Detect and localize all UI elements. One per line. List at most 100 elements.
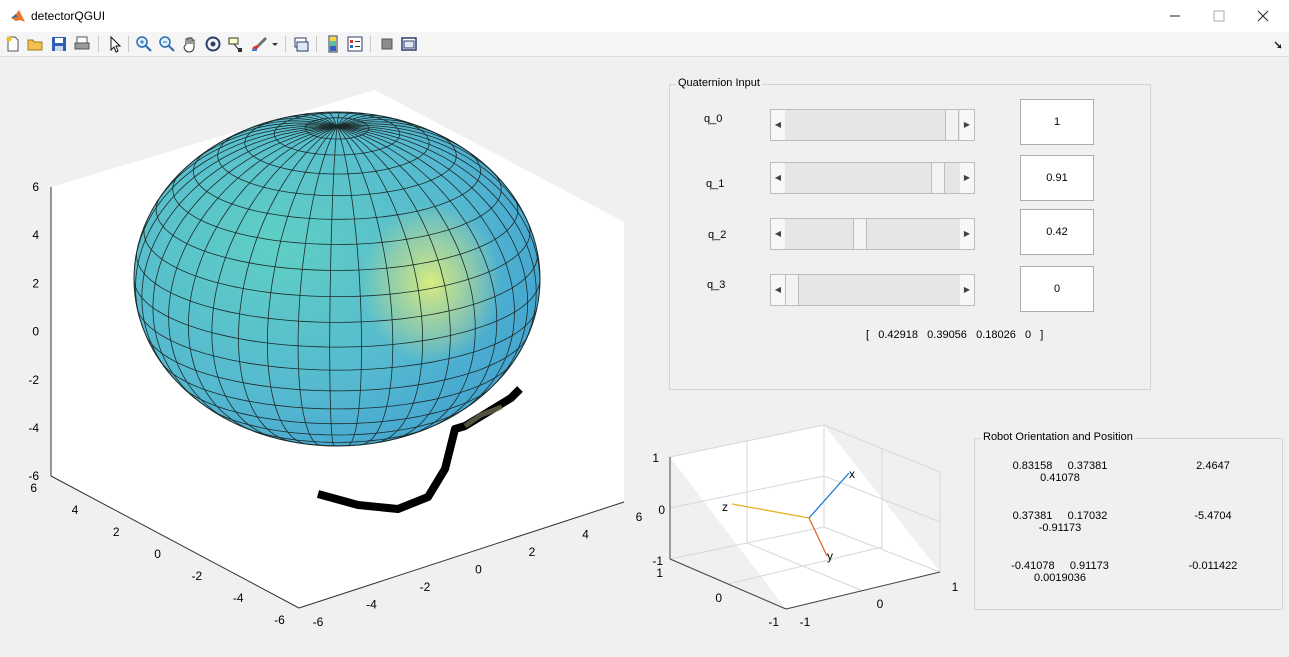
y-tick: 1 xyxy=(656,566,663,580)
rotate-3d-icon[interactable] xyxy=(204,35,222,53)
slider-thumb[interactable] xyxy=(785,275,799,305)
trajectory-path xyxy=(316,386,523,513)
show-plot-tools-icon[interactable] xyxy=(400,35,418,53)
y-tick: 2 xyxy=(113,525,120,539)
position-z: -0.011422 xyxy=(1188,560,1238,572)
slider-thumb[interactable] xyxy=(853,219,867,249)
slider-right-arrow-icon[interactable]: ▶ xyxy=(960,163,974,193)
orientation-axes-plot[interactable]: x y z 1 0 -1 1 0 -1 -1 0 1 xyxy=(643,417,973,655)
sphere-meridian-line xyxy=(237,126,338,443)
normalized-quaternion-text: [ 0.42918 0.39056 0.18026 0 ] xyxy=(866,329,1044,341)
position-y: -5.4704 xyxy=(1194,510,1232,522)
quaternion-input-panel: Quaternion Input xyxy=(669,77,1151,390)
q0-value-field[interactable]: 1 xyxy=(1020,99,1094,145)
figure-canvas: 6 4 2 0 -2 -4 -6 6 4 2 0 -2 -4 -6 -6 -4 -2 0 2 4 6 Quaternio… xyxy=(3,57,1285,655)
figure-toolbar xyxy=(0,32,1289,57)
rotation-row-3-wrap: 0.0019036 xyxy=(1034,572,1086,584)
sphere-meridian-line xyxy=(336,126,394,446)
q1-slider[interactable]: ◀ ▶ xyxy=(770,162,975,194)
save-icon[interactable] xyxy=(50,35,68,53)
slider-left-arrow-icon[interactable]: ◀ xyxy=(771,219,785,249)
q0-slider[interactable]: ◀ ▶ xyxy=(770,109,975,141)
zoom-out-icon[interactable] xyxy=(158,35,176,53)
new-file-icon[interactable] xyxy=(4,35,22,53)
z-tick: -1 xyxy=(652,554,663,568)
sphere-meridian-line xyxy=(336,126,363,446)
sphere-meridian-line xyxy=(336,124,507,187)
z-tick: 0 xyxy=(658,503,665,517)
y-axis-line xyxy=(50,475,300,609)
minimize-icon xyxy=(1170,15,1180,17)
dock-icon[interactable] xyxy=(1272,35,1284,53)
slider-left-arrow-icon[interactable]: ◀ xyxy=(771,110,785,140)
slider-right-arrow-icon[interactable]: ▶ xyxy=(960,219,974,249)
z-tick: -6 xyxy=(28,469,39,483)
z-tick: -4 xyxy=(28,421,39,435)
title-bar: detectorQGUI xyxy=(0,0,1289,33)
q3-slider[interactable]: ◀ ▶ xyxy=(770,274,975,306)
q2-slider[interactable]: ◀ ▶ xyxy=(770,218,975,250)
y-tick: 6 xyxy=(30,481,37,495)
quaternion-panel-title: Quaternion Input xyxy=(676,77,762,89)
y-tick: 4 xyxy=(72,503,79,517)
y-tick: -2 xyxy=(192,569,203,583)
sphere-meridian-line xyxy=(336,126,515,415)
toolbar-separator xyxy=(98,36,99,52)
sphere-meridian-line xyxy=(336,125,532,232)
pointer-icon[interactable] xyxy=(106,35,124,53)
q0-label: q_0 xyxy=(704,113,723,125)
brush-dropdown-icon[interactable] xyxy=(270,35,280,53)
rotation-row-1-values: 0.83158 0.37381 xyxy=(1012,460,1108,472)
q3-label: q_3 xyxy=(707,279,726,291)
q1-value-field[interactable]: 0.91 xyxy=(1020,155,1094,201)
x-tick: -1 xyxy=(800,615,811,629)
link-plot-icon[interactable] xyxy=(292,35,310,53)
x-axis-label: x xyxy=(849,467,855,481)
z-tick: 0 xyxy=(32,325,39,339)
trajectory-shadow xyxy=(463,404,503,429)
sphere-meridian-line xyxy=(329,126,338,446)
sphere-meridian-line xyxy=(336,126,537,354)
sphere-meridian-line xyxy=(134,126,338,269)
x-axis-line xyxy=(298,501,625,609)
slider-left-arrow-icon[interactable]: ◀ xyxy=(771,275,785,305)
close-button[interactable] xyxy=(1240,0,1286,32)
sphere-highlight xyxy=(361,203,501,363)
brush-icon[interactable] xyxy=(250,35,268,53)
q3-value-field[interactable]: 0 xyxy=(1020,266,1094,312)
close-icon xyxy=(1257,10,1269,22)
hide-plot-tools-icon[interactable] xyxy=(378,35,396,53)
toolbar-separator xyxy=(285,36,286,52)
slider-right-arrow-icon[interactable]: ▶ xyxy=(960,275,974,305)
x-tick: 0 xyxy=(475,563,482,577)
slider-thumb[interactable] xyxy=(931,163,945,193)
sphere-meridian-line xyxy=(152,126,338,408)
sphere-meridian-line xyxy=(314,112,338,127)
rotation-row-1: 0.83158 0.37381 0.41078 xyxy=(993,460,1127,484)
x-tick: 2 xyxy=(529,545,536,559)
q2-value-field[interactable]: 0.42 xyxy=(1020,209,1094,255)
slider-left-arrow-icon[interactable]: ◀ xyxy=(771,163,785,193)
maximize-icon xyxy=(1213,10,1225,22)
slider-thumb[interactable] xyxy=(945,110,959,140)
colorbar-icon[interactable] xyxy=(324,35,342,53)
y-axis-label: y xyxy=(827,549,833,563)
sphere-meridian-line xyxy=(150,125,338,213)
x-axis-vector xyxy=(808,472,850,519)
legend-icon[interactable] xyxy=(346,35,364,53)
robot-orientation-panel: Robot Orientation and Position xyxy=(974,431,1283,610)
print-icon[interactable] xyxy=(73,35,91,53)
maximize-button[interactable] xyxy=(1196,0,1242,32)
sphere-meridian-line xyxy=(141,126,338,378)
z-axis-label: z xyxy=(722,500,728,514)
pan-hand-icon[interactable] xyxy=(181,35,199,53)
slider-right-arrow-icon[interactable]: ▶ xyxy=(960,110,974,140)
z-tick: 1 xyxy=(652,451,659,465)
minimize-button[interactable] xyxy=(1152,0,1198,32)
open-folder-icon[interactable] xyxy=(26,35,44,53)
q2-label: q_2 xyxy=(708,229,727,241)
data-cursor-icon[interactable] xyxy=(227,35,245,53)
zoom-in-icon[interactable] xyxy=(135,35,153,53)
toolbar-separator xyxy=(316,36,317,52)
